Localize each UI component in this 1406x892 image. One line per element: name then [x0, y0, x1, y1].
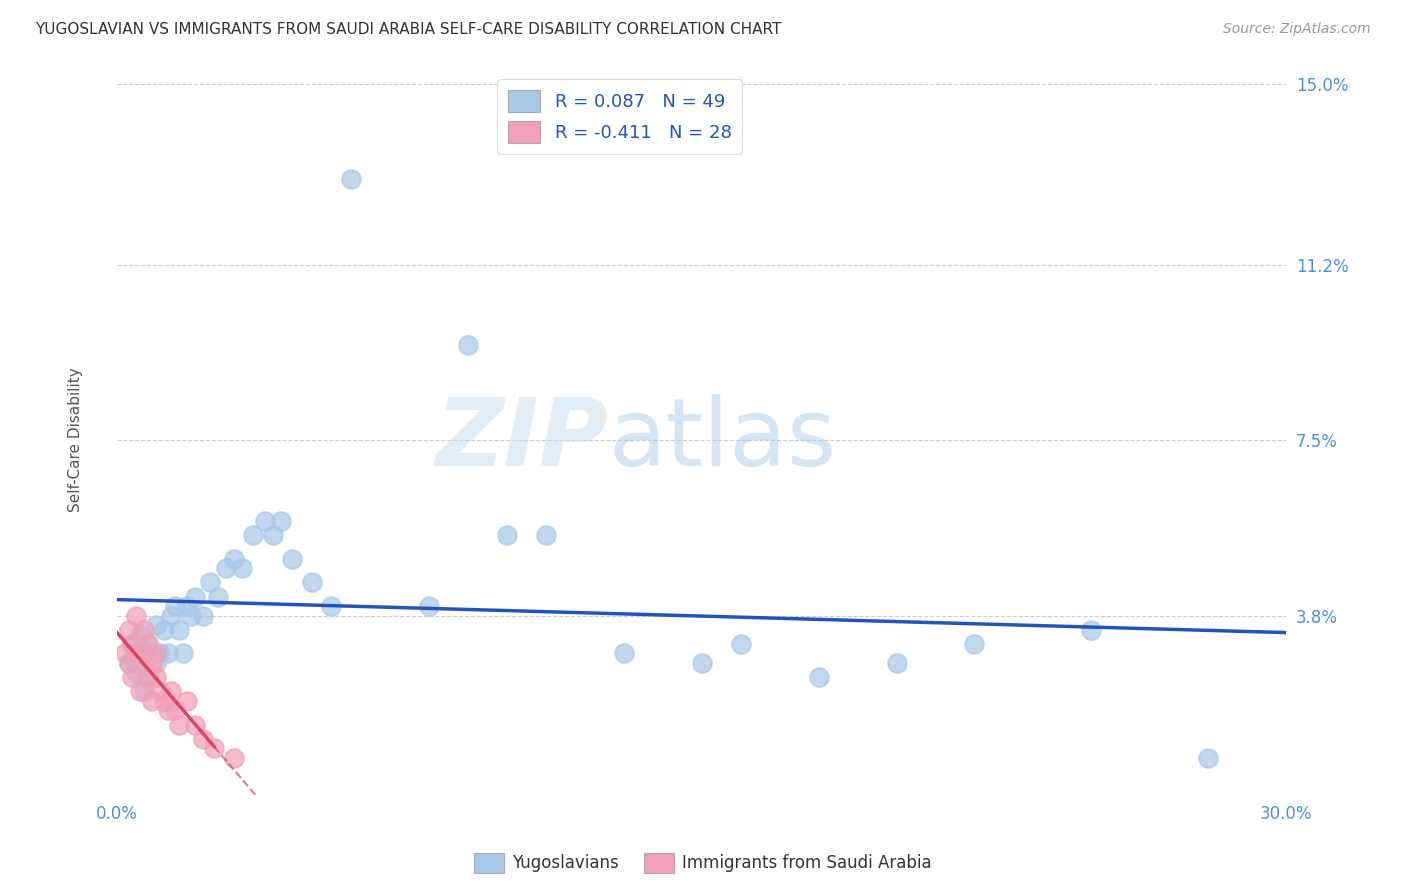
Point	[613, 647, 636, 661]
Point	[129, 627, 152, 641]
Point	[176, 599, 198, 613]
Point	[301, 575, 323, 590]
Point	[141, 656, 163, 670]
Point	[136, 637, 159, 651]
Point	[202, 741, 225, 756]
Point	[136, 637, 159, 651]
Point	[207, 590, 229, 604]
Point	[160, 684, 183, 698]
Point	[156, 703, 179, 717]
Text: YUGOSLAVIAN VS IMMIGRANTS FROM SAUDI ARABIA SELF-CARE DISABILITY CORRELATION CHA: YUGOSLAVIAN VS IMMIGRANTS FROM SAUDI ARA…	[35, 22, 782, 37]
Point	[145, 618, 167, 632]
Point	[807, 670, 830, 684]
Point	[129, 647, 152, 661]
Point	[145, 670, 167, 684]
Text: atlas: atlas	[607, 394, 837, 486]
Point	[963, 637, 986, 651]
Point	[180, 608, 202, 623]
Point	[141, 647, 163, 661]
Point	[136, 670, 159, 684]
Point	[690, 656, 713, 670]
Point	[160, 608, 183, 623]
Point	[125, 647, 148, 661]
Point	[167, 717, 190, 731]
Point	[117, 656, 139, 670]
Point	[121, 637, 143, 651]
Point	[886, 656, 908, 670]
Point	[270, 514, 292, 528]
Point	[242, 528, 264, 542]
Point	[231, 561, 253, 575]
Point	[215, 561, 238, 575]
Point	[145, 647, 167, 661]
Point	[321, 599, 343, 613]
Point	[730, 637, 752, 651]
Point	[165, 599, 187, 613]
Point	[134, 623, 156, 637]
Point	[145, 656, 167, 670]
Point	[495, 528, 517, 542]
Point	[418, 599, 440, 613]
Point	[114, 647, 136, 661]
Legend: Yugoslavians, Immigrants from Saudi Arabia: Yugoslavians, Immigrants from Saudi Arab…	[467, 847, 939, 880]
Point	[191, 731, 214, 746]
Point	[222, 551, 245, 566]
Point	[167, 623, 190, 637]
Point	[136, 670, 159, 684]
Point	[134, 647, 156, 661]
Point	[1197, 751, 1219, 765]
Point	[152, 694, 174, 708]
Point	[191, 608, 214, 623]
Text: Source: ZipAtlas.com: Source: ZipAtlas.com	[1223, 22, 1371, 37]
Point	[134, 684, 156, 698]
Legend: R = 0.087   N = 49, R = -0.411   N = 28: R = 0.087 N = 49, R = -0.411 N = 28	[496, 79, 742, 154]
Point	[134, 656, 156, 670]
Point	[149, 647, 172, 661]
Point	[339, 172, 361, 186]
Point	[149, 684, 172, 698]
Point	[117, 623, 139, 637]
Point	[121, 637, 143, 651]
Point	[156, 647, 179, 661]
Point	[281, 551, 304, 566]
Point	[152, 623, 174, 637]
Point	[184, 717, 207, 731]
Point	[253, 514, 276, 528]
Point	[222, 751, 245, 765]
Point	[176, 694, 198, 708]
Point	[125, 647, 148, 661]
Text: Self-Care Disability: Self-Care Disability	[69, 368, 83, 513]
Point	[1080, 623, 1102, 637]
Point	[165, 703, 187, 717]
Point	[262, 528, 284, 542]
Point	[534, 528, 557, 542]
Point	[129, 684, 152, 698]
Text: ZIP: ZIP	[436, 394, 607, 486]
Point	[184, 590, 207, 604]
Point	[129, 656, 152, 670]
Point	[141, 694, 163, 708]
Point	[172, 647, 194, 661]
Point	[125, 608, 148, 623]
Point	[117, 656, 139, 670]
Point	[200, 575, 222, 590]
Point	[121, 670, 143, 684]
Point	[457, 338, 479, 352]
Point	[125, 665, 148, 680]
